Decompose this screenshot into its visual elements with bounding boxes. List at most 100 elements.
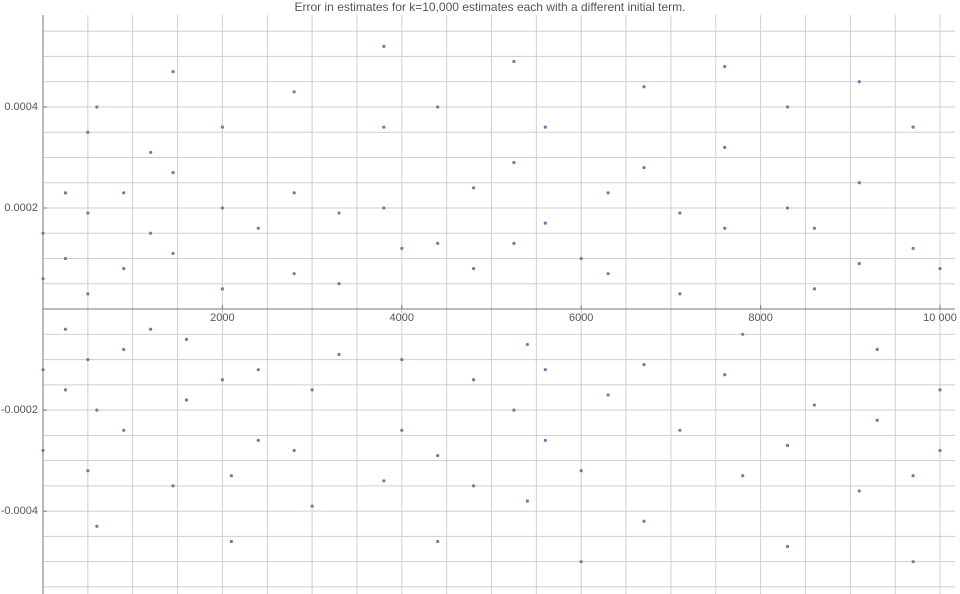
point xyxy=(41,277,45,281)
point xyxy=(938,267,942,271)
x-tick-label: 10 000 xyxy=(923,312,957,324)
point xyxy=(95,524,99,528)
point xyxy=(292,90,296,94)
point xyxy=(938,388,942,392)
point xyxy=(785,206,790,210)
point xyxy=(229,474,233,478)
point xyxy=(337,352,341,357)
point xyxy=(471,186,476,190)
point xyxy=(220,125,224,129)
point xyxy=(122,428,126,432)
point xyxy=(512,160,516,165)
point xyxy=(525,342,529,347)
point xyxy=(400,246,404,251)
point xyxy=(41,448,45,453)
point xyxy=(785,105,790,109)
point xyxy=(678,428,682,432)
point xyxy=(184,337,189,341)
point xyxy=(543,438,547,443)
point xyxy=(857,489,861,493)
point xyxy=(256,368,260,372)
point xyxy=(471,267,476,271)
point xyxy=(95,408,99,412)
point xyxy=(606,272,610,276)
point xyxy=(579,469,583,473)
point xyxy=(122,267,126,271)
point xyxy=(911,560,915,564)
point xyxy=(512,241,516,245)
point xyxy=(95,105,99,109)
point xyxy=(723,226,727,230)
point xyxy=(606,191,610,195)
point xyxy=(292,448,296,453)
x-tick-label: 8000 xyxy=(748,312,772,324)
point xyxy=(171,484,175,488)
point xyxy=(41,368,45,372)
y-tick-label: 0.0002 xyxy=(4,202,38,214)
point xyxy=(812,403,817,407)
chart-title: Error in estimates for k=10,000 estimate… xyxy=(295,0,686,14)
point xyxy=(382,206,386,210)
point xyxy=(63,191,68,195)
point xyxy=(310,504,314,508)
point xyxy=(579,256,583,261)
point xyxy=(337,282,341,286)
point xyxy=(171,69,175,74)
point xyxy=(543,125,547,129)
point xyxy=(911,246,915,251)
x-tick-label: 4000 xyxy=(390,312,414,324)
point xyxy=(292,272,296,276)
point xyxy=(171,251,175,256)
point xyxy=(220,378,224,382)
point xyxy=(63,327,68,331)
point xyxy=(857,261,861,266)
point xyxy=(857,181,861,185)
point xyxy=(63,388,68,392)
point xyxy=(184,398,189,402)
point xyxy=(875,418,879,422)
point xyxy=(812,287,817,291)
x-tick-label: 2000 xyxy=(210,312,234,324)
point xyxy=(41,231,45,235)
point xyxy=(723,373,727,377)
point xyxy=(642,363,646,367)
point xyxy=(436,241,440,245)
point xyxy=(149,231,153,235)
point xyxy=(256,226,260,230)
point xyxy=(86,130,90,134)
point xyxy=(512,59,516,64)
point xyxy=(310,388,314,392)
point xyxy=(642,519,646,523)
point xyxy=(579,560,583,564)
y-tick-label: -0.0004 xyxy=(1,505,38,517)
point xyxy=(86,357,90,362)
point xyxy=(256,438,260,443)
point xyxy=(812,226,817,230)
point xyxy=(149,327,153,331)
point xyxy=(220,287,224,291)
point xyxy=(382,479,386,483)
point xyxy=(436,105,440,109)
point xyxy=(337,211,341,215)
point xyxy=(741,332,745,336)
point xyxy=(86,469,90,473)
point xyxy=(723,64,727,69)
point xyxy=(63,256,68,261)
point xyxy=(86,292,90,296)
y-tick-label: 0.0004 xyxy=(4,101,38,113)
x-tick-label: 6000 xyxy=(569,312,593,324)
point xyxy=(171,171,175,175)
point xyxy=(229,539,233,544)
point xyxy=(911,474,915,478)
point xyxy=(382,125,386,129)
point xyxy=(471,484,476,488)
point xyxy=(436,539,440,544)
point xyxy=(543,368,547,372)
point xyxy=(723,145,727,149)
point xyxy=(785,443,790,448)
point xyxy=(938,448,942,453)
point xyxy=(122,347,126,352)
point xyxy=(436,453,440,458)
y-tick-label: -0.0002 xyxy=(1,404,38,416)
